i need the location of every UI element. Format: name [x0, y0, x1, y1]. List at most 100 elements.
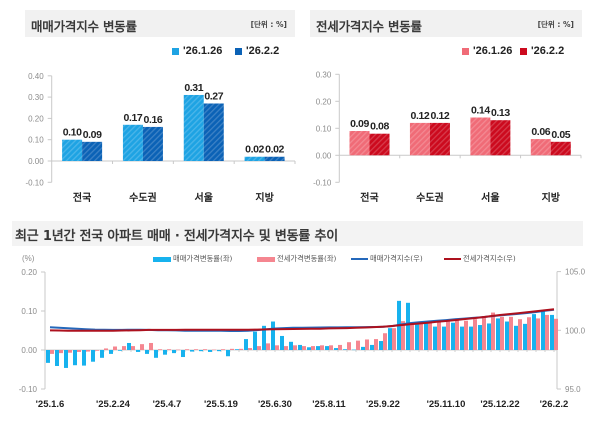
- x-tick-label: '25.9.22: [366, 399, 400, 410]
- bar: [409, 122, 430, 156]
- bar: [142, 126, 163, 161]
- jeonse-change-bar: [518, 319, 522, 350]
- jeonse-change-bar: [419, 323, 423, 350]
- bar: [470, 117, 491, 156]
- sale-change-bar: [199, 350, 203, 352]
- bar: [82, 141, 103, 161]
- sale-change-bar: [91, 350, 95, 362]
- data-label: 0.06: [531, 126, 550, 138]
- sale-change-bar: [460, 326, 464, 350]
- category-label: 지방: [542, 191, 561, 204]
- bar: [203, 103, 224, 161]
- data-label: 0.31: [184, 82, 203, 94]
- trend-legend-jeonse-change: 전세가격변동률(좌): [257, 254, 336, 264]
- y2-tick-label: 100.0: [565, 326, 586, 335]
- sale-change-bar: [550, 314, 554, 350]
- bar: [429, 122, 450, 156]
- sale-change-bar: [451, 322, 455, 350]
- sale-change-bar: [262, 325, 266, 350]
- data-label: 0.12: [411, 110, 430, 122]
- sale-change-bar: [379, 341, 383, 350]
- sale-change-bar: [505, 321, 509, 350]
- sale-change-bar: [307, 347, 311, 350]
- jeonse-change-bar: [59, 350, 63, 354]
- y-tick-label: 0.40: [28, 72, 44, 81]
- legend-label: 전세가격변동률(좌): [277, 254, 337, 263]
- y-tick-label: 0.20: [21, 268, 37, 277]
- sale-change-bar: [541, 311, 545, 350]
- sale-change-bar: [244, 339, 248, 350]
- category-label: 전국: [73, 191, 91, 204]
- legend-swatch: [235, 47, 242, 55]
- data-label: 0.08: [370, 121, 389, 133]
- y-tick-label: 0.30: [316, 70, 332, 79]
- y-tick-label: 0.10: [316, 124, 332, 133]
- jeonse-change-bar: [500, 316, 504, 350]
- bar: [62, 139, 83, 161]
- jeonse-change-bar: [401, 321, 405, 350]
- bar: [264, 156, 285, 161]
- sale-change-bar: [127, 342, 131, 350]
- sale-change-bar: [100, 350, 104, 358]
- jeonse-change-bar: [554, 318, 558, 350]
- trend-title: 최근 1년간 전국 아파트 매매 · 전세가격지수 및 변동률 추이: [15, 229, 338, 244]
- jeonse-change-bar: [68, 350, 72, 353]
- sale-change-bar: [217, 350, 221, 352]
- legend-swatch: [462, 47, 469, 55]
- jeonse-change-bar: [212, 349, 216, 351]
- jeonse-change-bar: [176, 349, 180, 351]
- jeonse-change-bar: [365, 339, 369, 350]
- jeonse-change-bar: [248, 348, 252, 350]
- x-tick-label: '25.12.22: [480, 399, 519, 410]
- sale-change-bar: [343, 349, 347, 350]
- jeonse-change-bar: [221, 349, 225, 350]
- data-label: 0.02: [245, 144, 264, 156]
- jeonse-change-bar: [158, 349, 162, 350]
- legend-label: 매매가격지수(우): [370, 254, 423, 263]
- x-tick-label: '25.5.19: [204, 399, 238, 410]
- sale-change-bar: [523, 323, 527, 350]
- bar: [244, 156, 265, 161]
- jeonse-change-bar: [104, 348, 108, 350]
- sale-change-bar: [64, 350, 68, 368]
- jeonse-change-bar: [410, 323, 414, 350]
- jeonse-change-header: 전세가격지수 변동률 [단위 : %]: [310, 10, 582, 37]
- sale-change-bar: [514, 325, 518, 350]
- jeonse-change-bar: [293, 345, 297, 350]
- y-tick-label: -0.10: [313, 178, 332, 187]
- bar: [122, 124, 143, 161]
- sale-change-bar: [334, 348, 338, 350]
- data-label: 0.09: [83, 129, 102, 141]
- sale-change-bar: [82, 350, 86, 366]
- sale-change-bar: [388, 328, 392, 350]
- data-label: 0.13: [491, 107, 510, 119]
- y-tick-label: 0.20: [28, 114, 44, 123]
- sale-change-bar: [487, 323, 491, 350]
- y-tick-label: 0.00: [21, 346, 37, 355]
- x-tick-label: '25.2.24: [96, 399, 131, 410]
- trend-legend-sale-change: 매매가격변동률(좌): [153, 254, 232, 264]
- jeonse-change-bar: [185, 349, 189, 350]
- sale-change-bar: [226, 350, 230, 357]
- sale-change-bar: [190, 350, 194, 352]
- y-tick-label: -0.10: [25, 178, 44, 187]
- bar: [349, 131, 370, 156]
- jeonse-change-bar: [527, 317, 531, 350]
- jeonse-change-bar: [86, 350, 90, 352]
- legend-swatch: [520, 47, 527, 55]
- sale-change-bar: [280, 335, 284, 350]
- sale-change-bar: [172, 350, 176, 354]
- sale-change-bar: [352, 349, 356, 351]
- jeonse-change-bar: [275, 345, 279, 350]
- jeonse-change-bar: [356, 340, 360, 350]
- trend-legend-sale-index: 매매가격지수(우): [351, 254, 423, 264]
- category-label: 서울: [195, 191, 213, 204]
- x-tick-label: '25.1.6: [36, 399, 65, 410]
- legend-label: 매매가격변동률(좌): [173, 254, 233, 263]
- x-tick-label: '25.11.10: [427, 399, 466, 410]
- legend-label: '26.2.2: [531, 45, 565, 57]
- jeonse-change-bar: [302, 346, 306, 350]
- jeonse-change-bar: [473, 319, 477, 350]
